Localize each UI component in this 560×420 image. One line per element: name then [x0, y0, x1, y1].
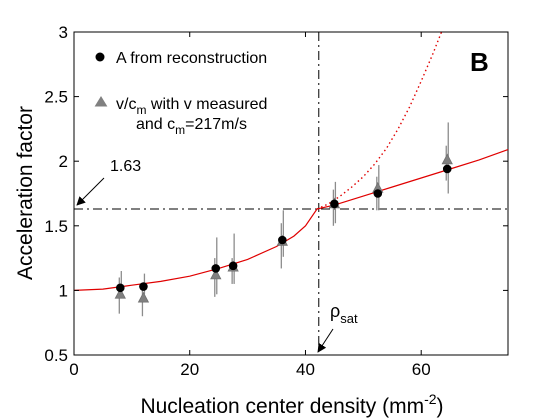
x-tick-label: 60: [412, 360, 431, 379]
circle-marker: [330, 199, 339, 209]
rho-sat-arrow: [317, 328, 334, 353]
y-tick-label: 2: [59, 152, 68, 171]
triangle-marker: [114, 287, 126, 299]
x-tick-label: 20: [180, 360, 199, 379]
y-tick-label: 1: [59, 281, 68, 300]
y-tick-label: 3: [59, 23, 68, 42]
data-markers: [114, 153, 453, 303]
y-tick-label: 1.5: [44, 217, 68, 236]
circle-marker: [442, 164, 452, 174]
legend-entry-reconstruction: A from reconstruction: [116, 50, 267, 67]
triangle-marker: [441, 153, 453, 165]
threshold-arrow: [76, 177, 105, 206]
y-tick-label: 2.5: [44, 88, 68, 107]
reference-lines: [74, 32, 508, 355]
plot-axes: [73, 31, 509, 356]
x-tick-label: 40: [296, 360, 315, 379]
y-axis-label: Acceleration factor: [14, 106, 37, 280]
threshold-value-label: 1.63: [110, 158, 141, 175]
error-bars: [118, 122, 449, 317]
fit-curve: [73, 149, 509, 291]
circle-marker: [115, 283, 125, 293]
legend-entry-velocity-line2: and cm=217m/s: [136, 116, 247, 137]
circle-marker: [228, 261, 238, 271]
circle-marker: [211, 264, 221, 273]
y-tick-label: 0.5: [44, 346, 68, 365]
axis-ticks: 0 20 40 60 0.5 1 1.5 2 2.5 3: [44, 23, 508, 379]
triangle-marker: [137, 291, 150, 303]
x-axis-label: Nucleation center density (mm-2): [140, 391, 443, 418]
fit-curves: [73, 31, 509, 291]
legend: A from reconstruction v/cm with v measur…: [94, 50, 267, 137]
circle-marker: [139, 282, 148, 291]
triangle-marker: [210, 268, 222, 280]
plot-frame: [73, 31, 509, 356]
circle-marker: [278, 235, 287, 245]
legend-circle-marker: [95, 52, 105, 62]
rho-sat-label: ρsat: [330, 301, 358, 326]
legend-triangle-marker: [94, 96, 108, 107]
panel-label: B: [470, 47, 489, 77]
legend-entry-velocity-line1: v/cm with v measured: [116, 96, 267, 117]
circle-marker: [373, 189, 383, 198]
x-tick-label: 0: [69, 360, 78, 379]
